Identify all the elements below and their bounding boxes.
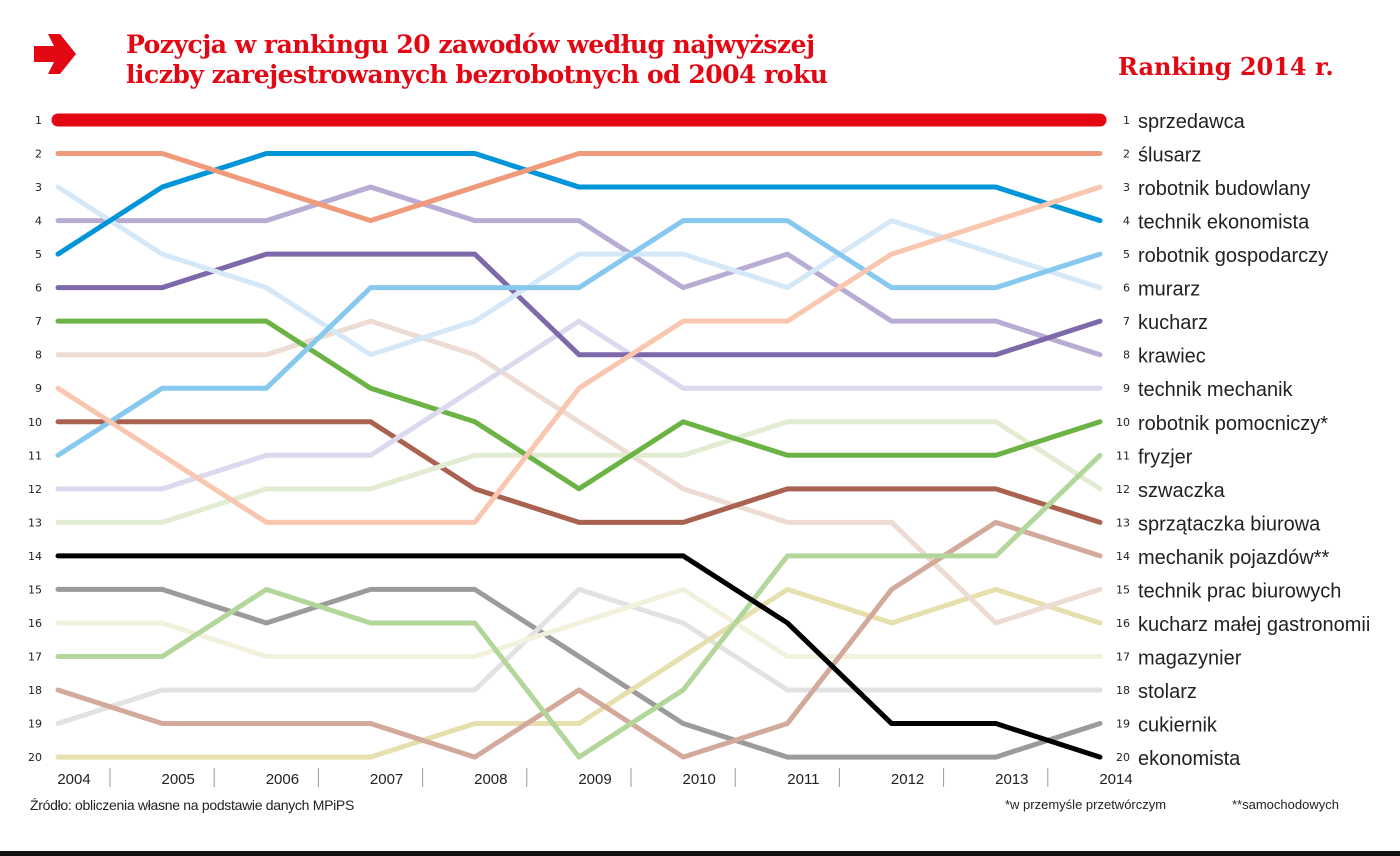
y-tick-label: 10 — [28, 416, 42, 429]
end-rank-label: 18 — [1116, 684, 1130, 697]
y-tick-label: 7 — [35, 315, 42, 328]
series-label: fryzjer — [1138, 446, 1193, 468]
y-tick-label: 15 — [28, 583, 42, 596]
series-label: mechanik pojazdów** — [1138, 547, 1329, 569]
x-tick-label: 2004 — [57, 771, 90, 788]
series-label: sprzątaczka biurowa — [1138, 513, 1321, 535]
x-tick-label: 2012 — [891, 771, 924, 788]
y-tick-label: 16 — [28, 617, 42, 630]
series-label: murarz — [1138, 279, 1200, 301]
series-label: szwaczka — [1138, 480, 1226, 502]
y-tick-label: 1 — [35, 114, 42, 127]
series-line — [55, 586, 1103, 760]
y-tick-label: 5 — [35, 248, 42, 261]
series-label: kucharz — [1138, 312, 1208, 334]
y-tick-label: 20 — [28, 751, 42, 764]
series-label: ślusarz — [1138, 145, 1201, 167]
series-line — [55, 184, 1103, 358]
series-label: stolarz — [1138, 681, 1197, 703]
end-rank-label: 3 — [1123, 181, 1130, 194]
end-rank-label: 19 — [1116, 718, 1130, 731]
end-rank-label: 11 — [1116, 449, 1130, 462]
series-line — [55, 318, 1103, 492]
end-rank-label: 12 — [1116, 483, 1130, 496]
end-rank-label: 2 — [1123, 148, 1130, 161]
series-label: krawiec — [1138, 346, 1206, 368]
title-line-2: liczby zarejestrowanych bezrobotnych od … — [126, 60, 828, 89]
series-line — [55, 318, 1103, 492]
footnote-1: *w przemyśle przetwórczym — [1005, 797, 1167, 812]
end-rank-label: 1 — [1123, 114, 1130, 127]
x-tick-label: 2005 — [162, 771, 195, 788]
x-tick-label: 2009 — [578, 771, 611, 788]
y-tick-label: 19 — [28, 718, 42, 731]
x-tick-label: 2010 — [683, 771, 716, 788]
end-rank-label: 16 — [1116, 617, 1130, 630]
y-tick-label: 11 — [28, 449, 42, 462]
x-tick-label: 2007 — [370, 771, 403, 788]
y-tick-label: 4 — [35, 215, 42, 228]
series-label: technik prac biurowych — [1138, 580, 1341, 602]
y-tick-label: 6 — [35, 282, 42, 295]
series-label: kucharz małej gastronomii — [1138, 614, 1370, 636]
series-label: sprzedawca — [1138, 111, 1246, 133]
y-tick-label: 14 — [28, 550, 42, 563]
end-rank-label: 9 — [1123, 382, 1130, 395]
bottom-rule — [0, 851, 1400, 856]
x-tick-label: 2011 — [787, 771, 819, 788]
end-rank-label: 6 — [1123, 282, 1130, 295]
right-arrow-icon — [34, 34, 76, 74]
y-tick-label: 13 — [28, 516, 42, 529]
series-label: robotnik pomocniczy* — [1138, 413, 1328, 435]
source-note: Źródło: obliczenia własne na podstawie d… — [30, 797, 354, 813]
footnote-2: **samochodowych — [1232, 797, 1339, 812]
ranking-title: Ranking 2014 r. — [1118, 52, 1334, 81]
end-rank-label: 5 — [1123, 248, 1130, 261]
series-label: cukiernik — [1138, 715, 1218, 737]
series-label: technik ekonomista — [1138, 212, 1310, 234]
end-rank-label: 13 — [1116, 516, 1130, 529]
series-label: technik mechanik — [1138, 379, 1294, 401]
x-tick-label: 2013 — [995, 771, 1028, 788]
y-tick-label: 3 — [35, 181, 42, 194]
y-tick-label: 8 — [35, 349, 42, 362]
end-rank-label: 20 — [1116, 751, 1130, 764]
series-label: robotnik gospodarczy — [1138, 245, 1328, 267]
chart-title: Pozycja w rankingu 20 zawodów według naj… — [126, 30, 828, 90]
series-label: robotnik budowlany — [1138, 178, 1310, 200]
y-tick-label: 18 — [28, 684, 42, 697]
end-rank-label: 8 — [1123, 349, 1130, 362]
end-rank-label: 7 — [1123, 315, 1130, 328]
end-rank-label: 10 — [1116, 416, 1130, 429]
end-rank-label: 17 — [1116, 650, 1130, 663]
series-label: magazynier — [1138, 647, 1242, 669]
y-tick-label: 12 — [28, 483, 42, 496]
end-rank-label: 15 — [1116, 583, 1130, 596]
x-tick-label: 2014 — [1099, 771, 1132, 788]
y-tick-label: 17 — [28, 650, 42, 663]
title-line-1: Pozycja w rankingu 20 zawodów według naj… — [126, 30, 815, 59]
y-tick-label: 2 — [35, 148, 42, 161]
x-tick-label: 2008 — [474, 771, 507, 788]
series-line — [55, 586, 1103, 760]
end-rank-label: 14 — [1116, 550, 1130, 563]
end-rank-label: 4 — [1123, 215, 1130, 228]
series-label: ekonomista — [1138, 748, 1241, 770]
y-tick-label: 9 — [35, 382, 42, 395]
x-tick-label: 2006 — [266, 771, 299, 788]
